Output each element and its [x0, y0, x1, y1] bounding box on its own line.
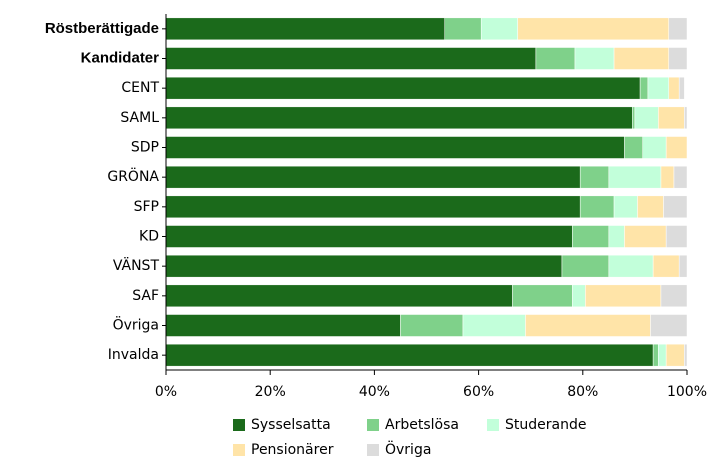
x-tick-label: 20%	[255, 384, 286, 400]
bar-segment	[624, 225, 667, 248]
bar-segment	[517, 17, 670, 41]
y-tick-label: Övriga	[113, 316, 159, 334]
bar-segment	[660, 284, 688, 308]
y-tick-label: Invalda	[108, 347, 159, 363]
bar-segment	[668, 47, 688, 70]
bar-segment	[665, 136, 688, 159]
bar-segment	[652, 254, 680, 278]
bar-segment	[613, 195, 638, 219]
bar-segment	[561, 254, 610, 278]
bar-segment	[444, 17, 482, 41]
legend-swatch	[367, 419, 379, 431]
bar-segment	[585, 284, 662, 308]
bar-segment	[535, 47, 576, 70]
legend-label: Pensionärer	[251, 442, 334, 458]
bar-segment	[165, 314, 401, 337]
y-tick-label: Röstberättigade	[45, 20, 159, 37]
y-tick-label: CENT	[121, 80, 159, 96]
legend-label: Övriga	[385, 440, 431, 458]
bar-segment	[608, 254, 654, 278]
bar-segment	[579, 195, 615, 219]
bar-segment	[637, 195, 664, 219]
bar-segment	[673, 165, 688, 189]
x-tick-label: 0%	[155, 384, 177, 400]
bar-segment	[665, 343, 685, 367]
bar-segment	[572, 225, 610, 248]
bar-segment	[639, 76, 649, 100]
bar-segment	[668, 17, 688, 41]
legend-swatch	[233, 444, 245, 456]
legend-swatch	[233, 419, 245, 431]
bar-segment	[165, 136, 625, 159]
y-tick-label: SDP	[131, 140, 159, 156]
bar-segment	[165, 76, 641, 100]
bar-segment	[579, 165, 610, 189]
bar-segment	[165, 254, 563, 278]
bar-segment	[642, 136, 667, 159]
y-tick-label: VÄNST	[113, 256, 160, 274]
bar-segment	[574, 47, 615, 70]
y-tick-label: KD	[139, 229, 159, 245]
legend-swatch	[367, 444, 379, 456]
bar-segment	[658, 106, 685, 130]
bar-segment	[400, 314, 464, 337]
legend-label: Studerande	[505, 417, 586, 433]
bar-segment	[572, 284, 586, 308]
x-tick-label: 60%	[463, 384, 494, 400]
bar-segment	[165, 47, 537, 70]
y-tick-label: SAML	[120, 110, 159, 126]
bar-segment	[613, 47, 670, 70]
x-tick-label: 40%	[359, 384, 390, 400]
bar-segment	[634, 106, 659, 130]
bar-segment	[678, 254, 688, 278]
y-tick-label: SAF	[132, 288, 159, 304]
bar-segment	[660, 165, 675, 189]
bar-segment	[165, 165, 581, 189]
bar-segment	[663, 195, 688, 219]
bar-segment	[650, 314, 688, 337]
bar-segment	[608, 165, 662, 189]
bar-segment	[652, 343, 659, 367]
bar-segment	[624, 136, 643, 159]
bar-segment	[512, 284, 573, 308]
legend-swatch	[487, 419, 499, 431]
bar-segment	[480, 17, 518, 41]
bar-segment	[684, 343, 688, 367]
bar-segment	[658, 343, 667, 367]
x-tick-label: 100%	[667, 384, 707, 400]
y-tick-label: GRÖNA	[107, 167, 159, 185]
bar-segment	[665, 225, 688, 248]
legend-label: Sysselsatta	[251, 417, 331, 433]
bar-segment	[462, 314, 526, 337]
bar-segment	[165, 343, 654, 367]
y-tick-label: SFP	[134, 199, 159, 215]
bar-segment	[165, 284, 513, 308]
x-tick-label: 80%	[567, 384, 598, 400]
bar-segment	[608, 225, 625, 248]
bar-segment	[165, 225, 573, 248]
bar-segment	[165, 195, 581, 219]
bar-segment	[632, 106, 636, 130]
bar-segment	[668, 76, 680, 100]
y-tick-label: Kandidater	[81, 49, 160, 66]
bar-segment	[684, 106, 688, 130]
bar-segment	[647, 76, 670, 100]
bar-segment	[165, 106, 633, 130]
bar-segment	[165, 17, 445, 41]
bar-segment	[525, 314, 651, 337]
bar-segment	[678, 76, 685, 100]
legend-label: Arbetslösa	[385, 417, 459, 433]
